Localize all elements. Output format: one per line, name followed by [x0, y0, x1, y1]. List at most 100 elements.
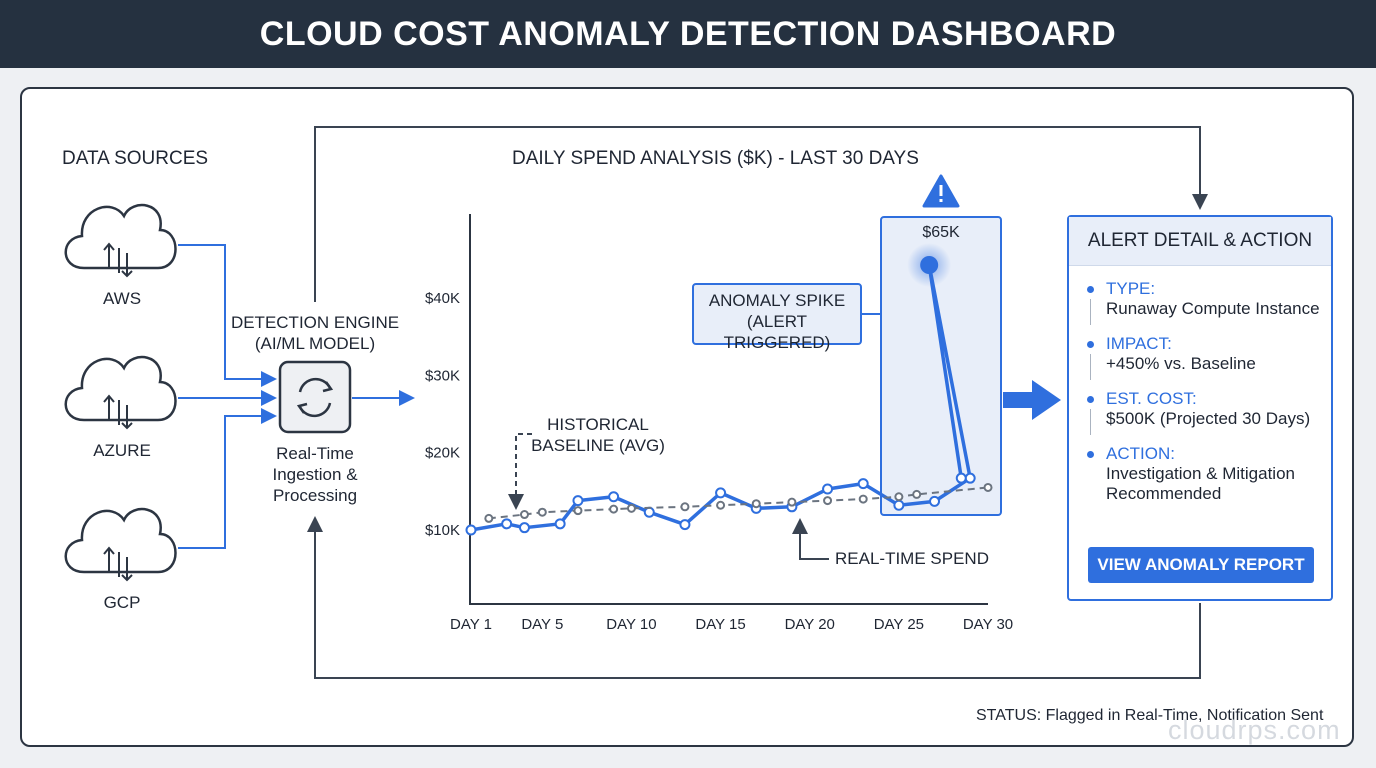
spike-highlight-box	[880, 216, 1002, 516]
realtime-point	[929, 495, 941, 507]
baseline-point	[484, 513, 494, 523]
baseline-point	[537, 507, 547, 517]
realtime-point	[857, 478, 869, 490]
y-tick-label: $10K	[425, 522, 460, 539]
engine-description: Real-Time Ingestion & Processing	[272, 443, 357, 506]
azure-cloud-icon	[64, 355, 177, 430]
x-tick-label: DAY 1	[450, 616, 492, 633]
x-tick-label: DAY 5	[521, 616, 563, 633]
chart-plot: $10K $20K $30K $40K DAY 1 DAY 5 DAY 10 DAY 15 DA…	[425, 243, 1013, 633]
engine-to-alert-arrow	[314, 126, 1208, 302]
baseline-point	[823, 496, 833, 506]
y-tick-label: $30K	[425, 367, 460, 384]
baseline-callout: HISTORICAL BASELINE (AVG)	[531, 414, 665, 456]
alert-row-cost: EST. COST: $500K (Projected 30 Days)	[1087, 389, 1327, 435]
engine-desc-line3: Processing	[272, 486, 358, 505]
y-tick-label: $40K	[425, 290, 460, 307]
watermark: cloudrps.com	[1168, 715, 1341, 745]
baseline-point	[609, 504, 619, 514]
refresh-icon	[278, 360, 352, 434]
gcp-cloud-icon	[64, 507, 177, 582]
realtime-spend-line	[470, 263, 972, 532]
baseline-point	[751, 499, 761, 509]
engine-title-line2: (AI/ML MODEL)	[254, 334, 376, 353]
alert-rows: TYPE: Runaway Compute Instance IMPACT: +…	[1087, 279, 1327, 519]
baseline-point	[894, 492, 904, 502]
alert-to-engine-arrow	[307, 516, 1201, 679]
realtime-point	[554, 518, 566, 530]
status-text: STATUS: Flagged in Real-Time, Notificati…	[976, 707, 1324, 724]
source-connectors	[178, 244, 415, 549]
bullet-icon	[1087, 341, 1094, 348]
engine-desc-line2: Ingestion &	[272, 465, 358, 484]
baseline-point	[858, 494, 868, 504]
x-tick-label: DAY 10	[606, 616, 656, 633]
realtime-point	[501, 518, 513, 530]
realtime-point	[572, 495, 584, 507]
to-alert-arrow	[1003, 380, 1061, 420]
realtime-point	[643, 506, 655, 518]
alert-impact-key: IMPACT:	[1106, 334, 1172, 353]
alert-cost-value: $500K (Projected 30 Days)	[1106, 409, 1311, 428]
y-tick-label: $20K	[425, 445, 460, 462]
bullet-connector	[1090, 409, 1091, 435]
gcp-connector	[178, 408, 277, 549]
spike-peak-point	[920, 256, 939, 274]
realtime-point	[518, 522, 530, 534]
baseline-point	[680, 502, 690, 512]
engine-title: DETECTION ENGINE (AI/ML MODEL)	[231, 312, 399, 354]
spike-end-point	[955, 472, 967, 484]
alert-type-key: TYPE:	[1106, 279, 1156, 298]
realtime-point	[679, 519, 691, 531]
bullet-icon	[1087, 286, 1094, 293]
bullet-icon	[1087, 451, 1094, 458]
alert-action-value-line2: Recommended	[1106, 484, 1222, 503]
data-sources-heading: DATA SOURCES	[62, 148, 209, 169]
alert-action-key: ACTION:	[1106, 444, 1175, 463]
baseline-point	[787, 497, 797, 507]
feedback-loop-lines	[307, 126, 1208, 679]
baseline-point	[519, 510, 529, 520]
realtime-point	[715, 487, 727, 499]
bullet-connector	[1090, 354, 1091, 380]
x-tick-label: DAY 15	[695, 616, 745, 633]
header-bar: CLOUD COST ANOMALY DETECTION DASHBOARD	[0, 0, 1376, 68]
baseline-callout-line1: HISTORICAL	[547, 415, 649, 434]
alert-action-value-line1: Investigation & Mitigation	[1106, 464, 1295, 483]
aws-cloud-icon	[64, 203, 177, 278]
peak-value-label: $65K	[922, 224, 960, 241]
aws-label: AWS	[102, 289, 142, 308]
baseline-point	[983, 482, 993, 492]
anomaly-callout-line1: ANOMALY SPIKE	[708, 291, 846, 310]
x-tick-label: DAY 20	[785, 616, 835, 633]
realtime-point	[465, 524, 477, 536]
realtime-point	[893, 499, 905, 511]
azure-label: AZURE	[93, 441, 151, 460]
view-anomaly-report-button[interactable]: VIEW ANOMALY REPORT	[1088, 547, 1314, 583]
anomaly-callout-line2: (ALERT TRIGGERED)	[723, 312, 831, 352]
baseline-point	[626, 503, 636, 513]
realtime-spend-callout: REAL-TIME SPEND	[835, 549, 989, 568]
callout-leaders	[508, 313, 881, 560]
x-tick-label: DAY 25	[874, 616, 924, 633]
chart-title: DAILY SPEND ANALYSIS ($K) - LAST 30 DAYS	[512, 148, 919, 169]
alert-cost-key: EST. COST:	[1106, 389, 1197, 408]
alert-row-action: ACTION: Investigation & Mitigation Recom…	[1087, 444, 1327, 504]
bullet-connector	[1090, 299, 1091, 325]
bullet-icon	[1087, 396, 1094, 403]
engine-desc-line1: Real-Time	[276, 444, 354, 463]
page-title: CLOUD COST ANOMALY DETECTION DASHBOARD	[259, 14, 1117, 53]
warning-icon	[922, 174, 960, 208]
realtime-point	[964, 472, 976, 484]
gcp-label: GCP	[103, 593, 141, 612]
baseline-point	[573, 506, 583, 516]
alert-panel-title: ALERT DETAIL & ACTION	[1069, 217, 1331, 266]
realtime-leader	[792, 518, 829, 560]
baseline-point	[716, 500, 726, 510]
realtime-point	[608, 491, 620, 503]
chart-axes	[469, 214, 988, 605]
baseline-callout-line2: BASELINE (AVG)	[531, 436, 665, 455]
aws-connector	[178, 244, 277, 387]
realtime-point	[822, 483, 834, 495]
